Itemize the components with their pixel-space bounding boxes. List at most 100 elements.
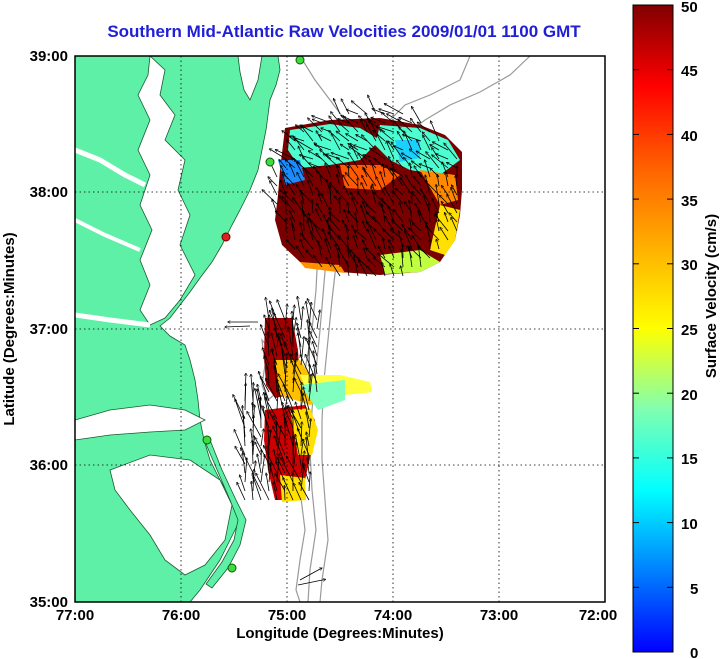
velocity-arrow (451, 187, 458, 205)
velocity-arrow (257, 454, 262, 474)
outer-banks (205, 439, 247, 589)
velocity-arrow (423, 135, 431, 151)
velocity-arrow (383, 238, 386, 250)
velocity-arrow (338, 235, 350, 250)
velocity-arrow (361, 120, 368, 133)
chesapeake-bay (137, 56, 196, 326)
colorbar-label: Surface Velocity (cm/s) (703, 214, 720, 378)
velocity-arrow (359, 260, 368, 277)
lat-tick-label: 39:00 (30, 48, 68, 65)
velocity-arrow (261, 397, 262, 429)
radar-site-marker (202, 435, 212, 445)
velocity-arrow (353, 235, 359, 250)
colorbar-gradient (632, 4, 674, 653)
velocity-arrow (435, 154, 449, 160)
velocity-arrow (314, 256, 323, 268)
lon-tick-labels: 77:00 76:00 75:00 74:00 73:00 72:00 (56, 607, 617, 624)
velocity-arrow (411, 119, 422, 133)
velocity-arrow (297, 296, 302, 321)
velocity-arrow (314, 364, 318, 393)
velocity-arrow (299, 155, 314, 160)
velocity-arrow (300, 307, 303, 330)
velocity-arrow (306, 302, 310, 321)
velocity-arrow (261, 325, 270, 348)
y-axis-label: Latitude (Degrees:Minutes) (1, 232, 18, 425)
lon-tick-label: 72:00 (579, 607, 617, 624)
velocity-arrow (316, 209, 323, 223)
velocity-arrow (270, 464, 278, 492)
velocity-arrow (296, 246, 305, 259)
velocity-arrow (319, 135, 332, 142)
velocity-arrow (357, 258, 368, 268)
velocity-arrow (325, 163, 332, 178)
lon-tick-label: 77:00 (56, 607, 94, 624)
radar-site-marker (295, 56, 305, 65)
velocity-arrow (304, 168, 314, 187)
colorbar-tick-label: 45 (681, 63, 698, 80)
velocity-arrow (328, 218, 341, 232)
velocity-arrow (299, 568, 322, 581)
velocity-arrow (414, 177, 422, 187)
velocity-arrow (425, 226, 440, 241)
velocity-arrow (361, 205, 368, 223)
velocity-arrow (312, 200, 313, 214)
velocity-arrow (247, 412, 262, 438)
velocity-arrow (347, 261, 350, 277)
velocity-arrow (259, 398, 270, 429)
velocity-arrow (348, 163, 359, 178)
velocity-arrow (383, 164, 386, 178)
velocity-arrow (237, 482, 246, 501)
velocity-arrow (255, 438, 270, 465)
velocity-arrow (410, 163, 413, 178)
pamlico-sound (109, 454, 233, 576)
velocity-arrow (285, 417, 294, 447)
velocity-arrow (296, 125, 305, 133)
velocity-arrow (352, 197, 359, 214)
velocity-arrow (284, 486, 285, 501)
velocity-arrow (336, 131, 350, 142)
colorbar-tick-label: 20 (681, 387, 698, 404)
velocity-arrow (278, 374, 294, 402)
velocity-arrow (348, 152, 359, 169)
albemarle-sound (75, 404, 206, 441)
velocity-arrow (429, 203, 430, 223)
velocity-arrow (389, 157, 395, 169)
velocity-arrow (251, 482, 254, 501)
velocity-arrow (300, 355, 310, 375)
potomac-river (75, 147, 147, 188)
velocity-arrow (397, 131, 404, 142)
velocity-arrow (413, 186, 422, 196)
velocity-arrow (313, 351, 318, 375)
velocity-arrow (282, 197, 296, 214)
velocity-arrow (253, 476, 262, 501)
velocity-arrow (451, 217, 458, 232)
velocity-arrow (380, 172, 386, 187)
velocity-arrow (441, 202, 449, 214)
velocity-arrow (276, 333, 279, 348)
velocity-arrow (447, 163, 458, 169)
velocity-arrow (244, 458, 247, 483)
velocity-arrow (440, 195, 449, 205)
velocity-arrow (308, 374, 312, 402)
velocity-arrow (377, 134, 386, 151)
velocity-arrow (399, 202, 404, 214)
colorbar-tick-label: 30 (681, 257, 698, 274)
velocity-arrow (300, 337, 304, 366)
velocity-arrow (267, 367, 270, 384)
colorbar: 50 45 40 35 30 25 20 15 10 5 0 Surface V… (632, 0, 720, 659)
velocity-arrow (394, 146, 404, 151)
velocity-arrow (309, 364, 310, 384)
velocity-arrow (297, 172, 305, 187)
velocity-arrow (372, 163, 377, 178)
velocity-arrow (398, 119, 413, 133)
radar-site-marker (265, 157, 275, 167)
velocity-arrow (400, 178, 413, 196)
velocity-arrow (315, 145, 332, 151)
colorbar-tick-label: 0 (690, 645, 698, 659)
velocity-arrow (456, 175, 458, 187)
velocity-arrow (329, 116, 341, 133)
colorbar-tick-label: 10 (681, 516, 698, 533)
velocity-arrow (292, 318, 296, 339)
colorbar-tick-label: 40 (681, 128, 698, 145)
velocity-arrow (350, 250, 359, 259)
